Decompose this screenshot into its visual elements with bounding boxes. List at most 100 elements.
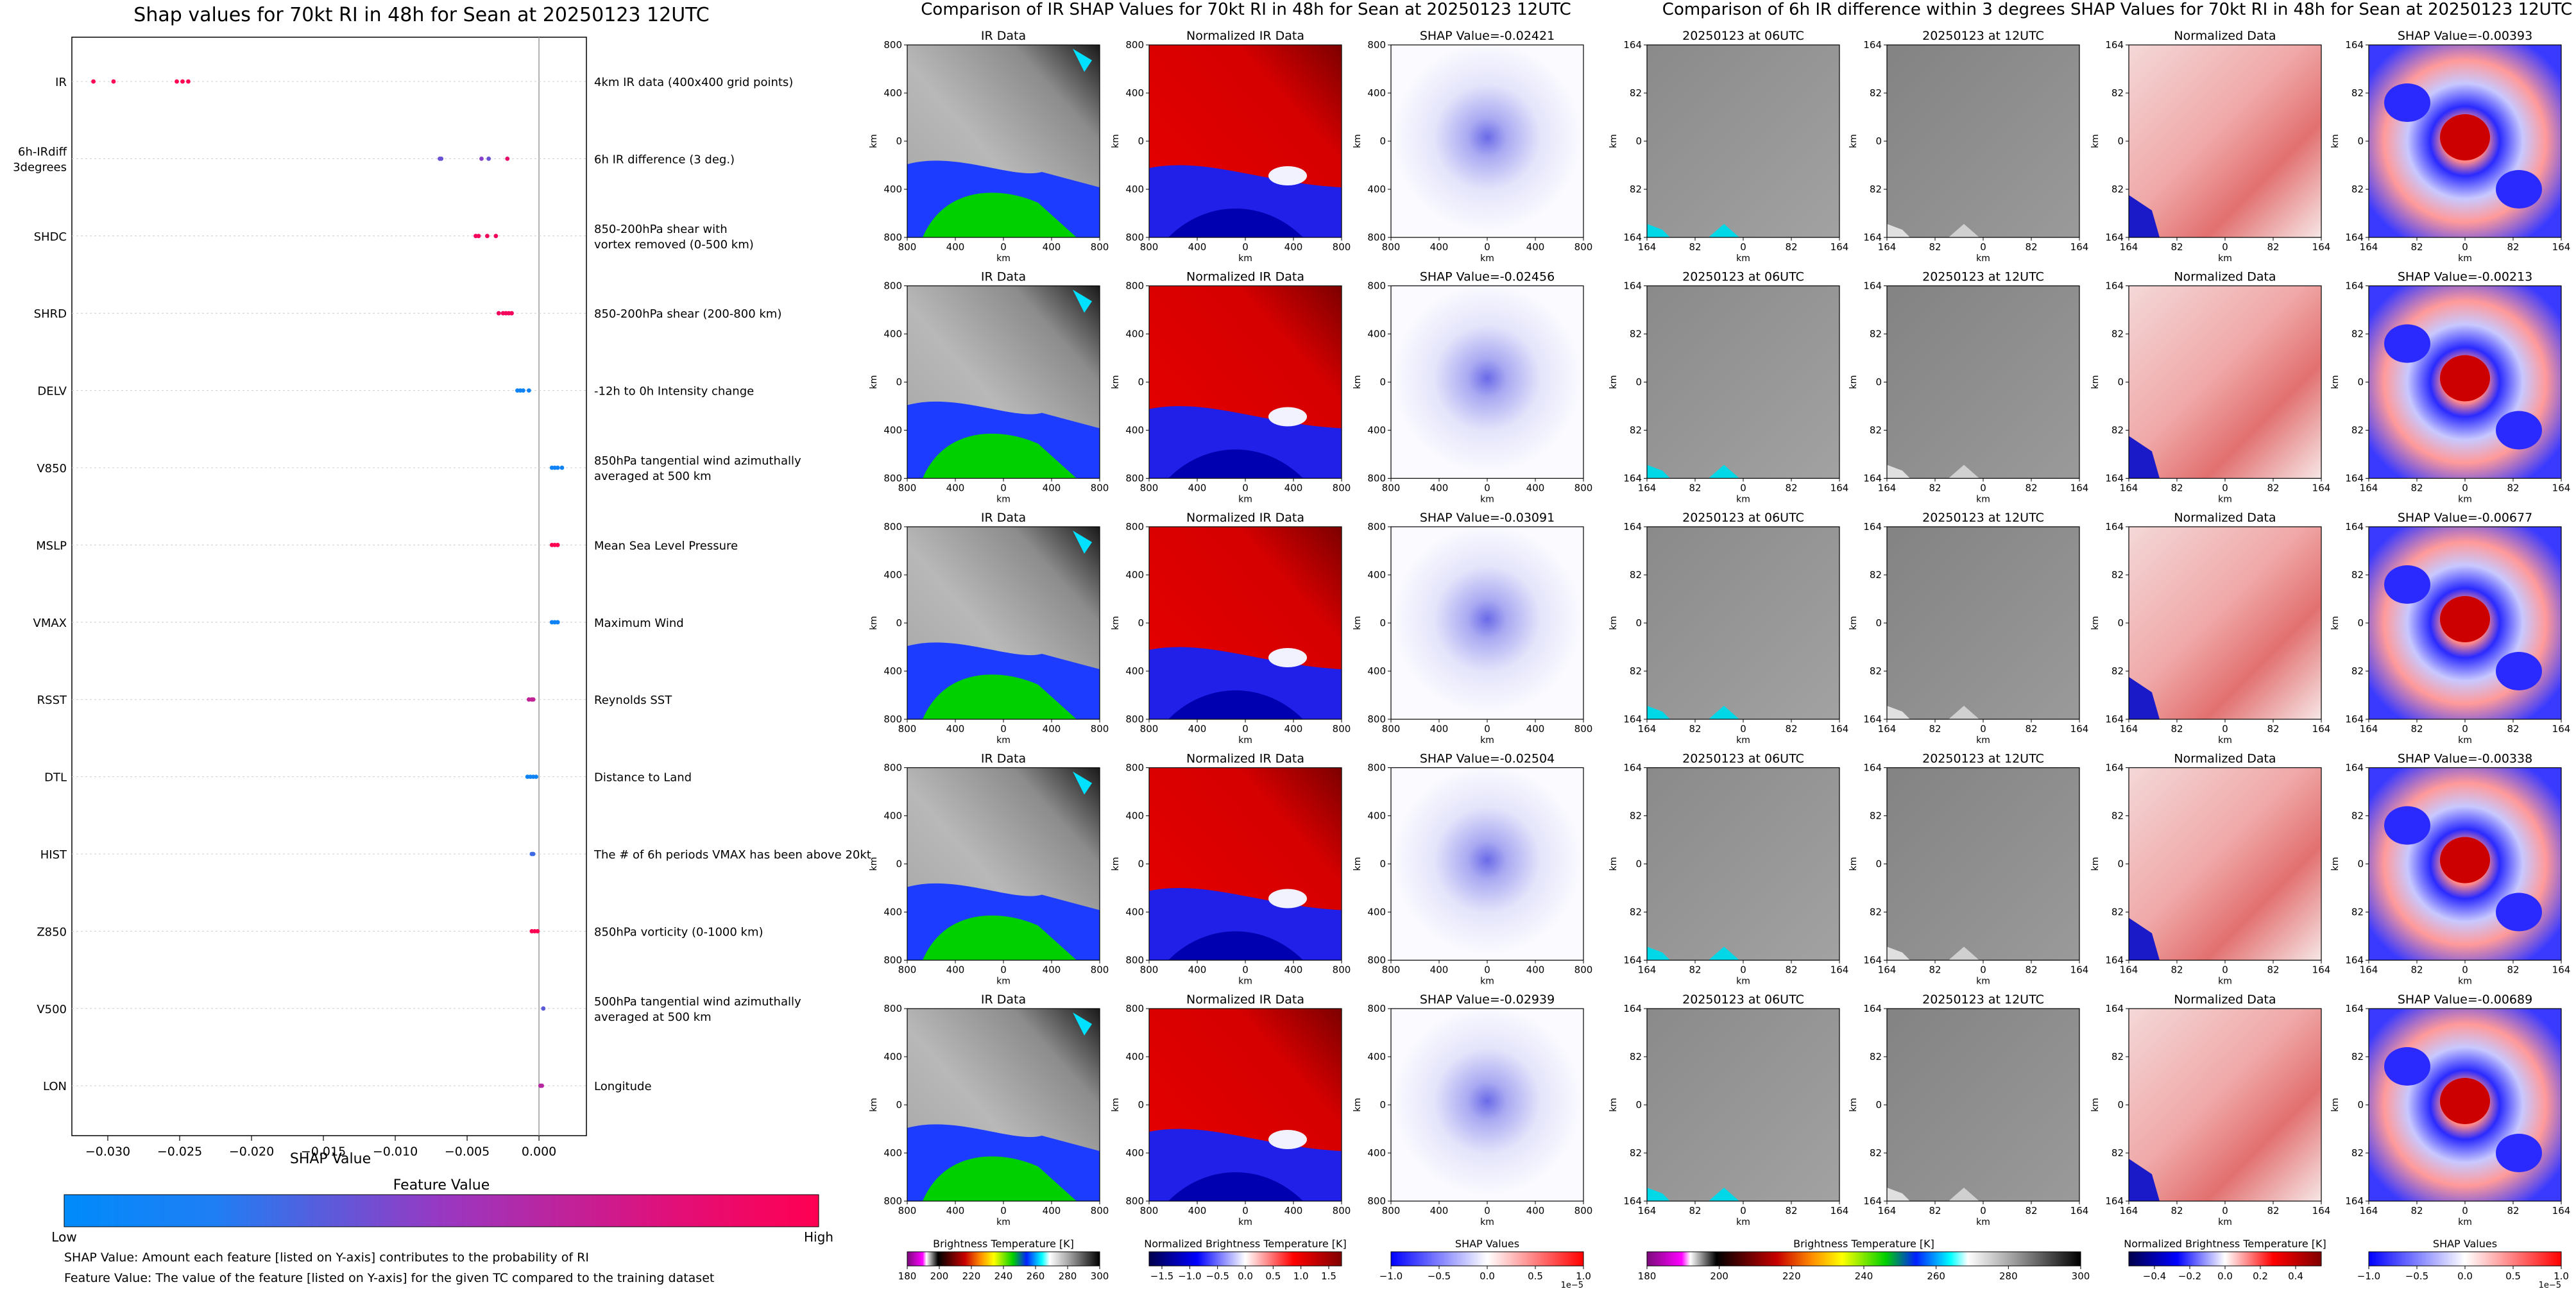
shap-point <box>531 851 536 857</box>
x-tick-label: 400 <box>1284 723 1303 735</box>
x-tick-label: 164 <box>2120 241 2138 253</box>
x-tick-label: 164 <box>1638 241 1657 253</box>
x-axis-label: km <box>996 253 1011 264</box>
y-tick-label: 164 <box>2105 955 2124 966</box>
y-tick-label: 0 <box>1875 377 1882 388</box>
x-tick-label: 800 <box>898 723 917 735</box>
y-tick-label: 800 <box>883 232 902 243</box>
x-tick-label: 164 <box>1830 241 1849 253</box>
feature-row: RSST Reynolds SST <box>37 694 673 707</box>
colorbar-exponent: 1e−5 <box>1561 1281 1583 1289</box>
x-tick-label: 0.000 <box>522 1145 556 1159</box>
y-tick-label: 0 <box>2117 377 2124 388</box>
x-tick-label: 82 <box>1689 241 1701 253</box>
panel-title: 20250123 at 06UTC <box>1682 752 1804 766</box>
colorbar-tick-label: −1.5 <box>1150 1270 1173 1282</box>
y-tick-label: 400 <box>883 907 902 918</box>
panel-title: Normalized IR Data <box>1186 29 1304 43</box>
ir-image <box>907 45 1100 237</box>
y-axis-label: km <box>869 857 879 871</box>
patch-image <box>2369 767 2561 960</box>
x-tick-label: 164 <box>1878 723 1897 735</box>
x-tick-label: 0 <box>1000 482 1007 494</box>
x-tick-label: 164 <box>2070 1205 2089 1216</box>
y-tick-label: 0 <box>1635 617 1642 629</box>
y-tick-label: 400 <box>1125 329 1144 340</box>
y-tick-label: 82 <box>1630 665 1642 677</box>
shap-point <box>540 1083 544 1088</box>
x-tick-label: 400 <box>1430 723 1449 735</box>
colorbar-tick-label: 200 <box>930 1270 949 1282</box>
y-tick-label: 164 <box>2345 39 2364 51</box>
panel-title: 20250123 at 06UTC <box>1682 993 1804 1007</box>
y-tick-label: 82 <box>1630 425 1642 436</box>
x-tick-label: −0.005 <box>445 1145 490 1159</box>
y-axis-label: km <box>1848 616 1859 630</box>
x-tick-label: −0.010 <box>373 1145 418 1159</box>
y-tick-label: 0 <box>1635 135 1642 147</box>
feature-row: MSLP Mean Sea Level Pressure <box>36 539 738 552</box>
y-tick-label: 164 <box>1863 232 1882 243</box>
x-tick-label: 0 <box>1484 241 1490 253</box>
y-tick-label: 164 <box>2345 1195 2364 1207</box>
colorbar-gradient <box>2128 1251 2322 1267</box>
x-axis-label: km <box>1976 735 1990 746</box>
y-tick-label: 400 <box>1367 329 1386 340</box>
x-axis-label: km <box>996 495 1011 505</box>
y-tick-label: 82 <box>2111 1051 2124 1063</box>
shap-point <box>535 929 540 934</box>
y-tick-label: 400 <box>1125 184 1144 195</box>
grey1-image <box>1647 45 1839 237</box>
feature-row: HIST The # of 6h periods VMAX has been ab… <box>40 848 871 862</box>
x-tick-label: 164 <box>1638 723 1657 735</box>
x-tick-label: 400 <box>1526 723 1545 735</box>
y-tick-label: 164 <box>2345 762 2364 774</box>
y-tick-label: 164 <box>2345 280 2364 292</box>
x-tick-label: 0 <box>2222 964 2228 976</box>
panel-title: SHAP Value=-0.00689 <box>2398 993 2532 1007</box>
x-tick-label: 0 <box>2462 482 2468 494</box>
y-tick-label: 82 <box>2111 425 2124 436</box>
colorbar-tick-label: 300 <box>1091 1270 1109 1282</box>
shap-point <box>486 157 491 161</box>
y-tick-label: 164 <box>1863 1195 1882 1207</box>
x-tick-label: 800 <box>898 241 917 253</box>
x-tick-label: 800 <box>898 964 917 976</box>
y-tick-label: 164 <box>2105 39 2124 51</box>
x-tick-label: 164 <box>2070 241 2089 253</box>
panel-title: SHAP Value=-0.02504 <box>1420 752 1555 766</box>
irdiff-comparison-title: Comparison of 6h IR difference within 3 … <box>1662 0 2572 19</box>
feature-description-label: -12h to 0h Intensity change <box>594 385 754 398</box>
x-axis-label: km <box>2218 735 2232 746</box>
colorbar: Brightness Temperature [K] 180 200 220 240 26… <box>1638 1238 2090 1282</box>
y-tick-label: 0 <box>1138 135 1144 147</box>
x-tick-label: 0 <box>1000 241 1007 253</box>
y-axis-label: km <box>2330 857 2341 871</box>
x-tick-label: 800 <box>1333 723 1351 735</box>
shap-point <box>180 79 185 84</box>
y-tick-label: 800 <box>883 955 902 966</box>
colorbar: Normalized Brightness Temperature [K] −0.… <box>2124 1238 2326 1282</box>
x-axis-label: km <box>996 1217 1011 1227</box>
colorbar-gradient <box>2368 1251 2562 1267</box>
panel-title: Normalized IR Data <box>1186 511 1304 525</box>
x-tick-label: 82 <box>1785 482 1797 494</box>
y-tick-label: 0 <box>896 1099 902 1111</box>
panel-title: Normalized IR Data <box>1186 752 1304 766</box>
x-tick-label: 0 <box>1242 482 1249 494</box>
colorbar-tick-label: −0.5 <box>2405 1270 2428 1282</box>
y-tick-label: 0 <box>1138 617 1144 629</box>
footnote-feature-value: Feature Value: The value of the feature … <box>64 1271 714 1285</box>
feature-description-label: 500hPa tangential wind azimuthally averag… <box>594 995 801 1024</box>
y-axis-label: km <box>2090 134 2101 148</box>
x-tick-label: 800 <box>1333 964 1351 976</box>
y-tick-label: 164 <box>2345 955 2364 966</box>
y-tick-label: 164 <box>2345 473 2364 484</box>
y-tick-label: 82 <box>1630 329 1642 340</box>
feature-value-colorbar: Feature Value Low High <box>51 1177 833 1245</box>
shap-image <box>1391 527 1583 719</box>
colorbar-tick-label: 1.0 <box>1293 1270 1309 1282</box>
y-tick-label: 0 <box>1138 858 1144 870</box>
